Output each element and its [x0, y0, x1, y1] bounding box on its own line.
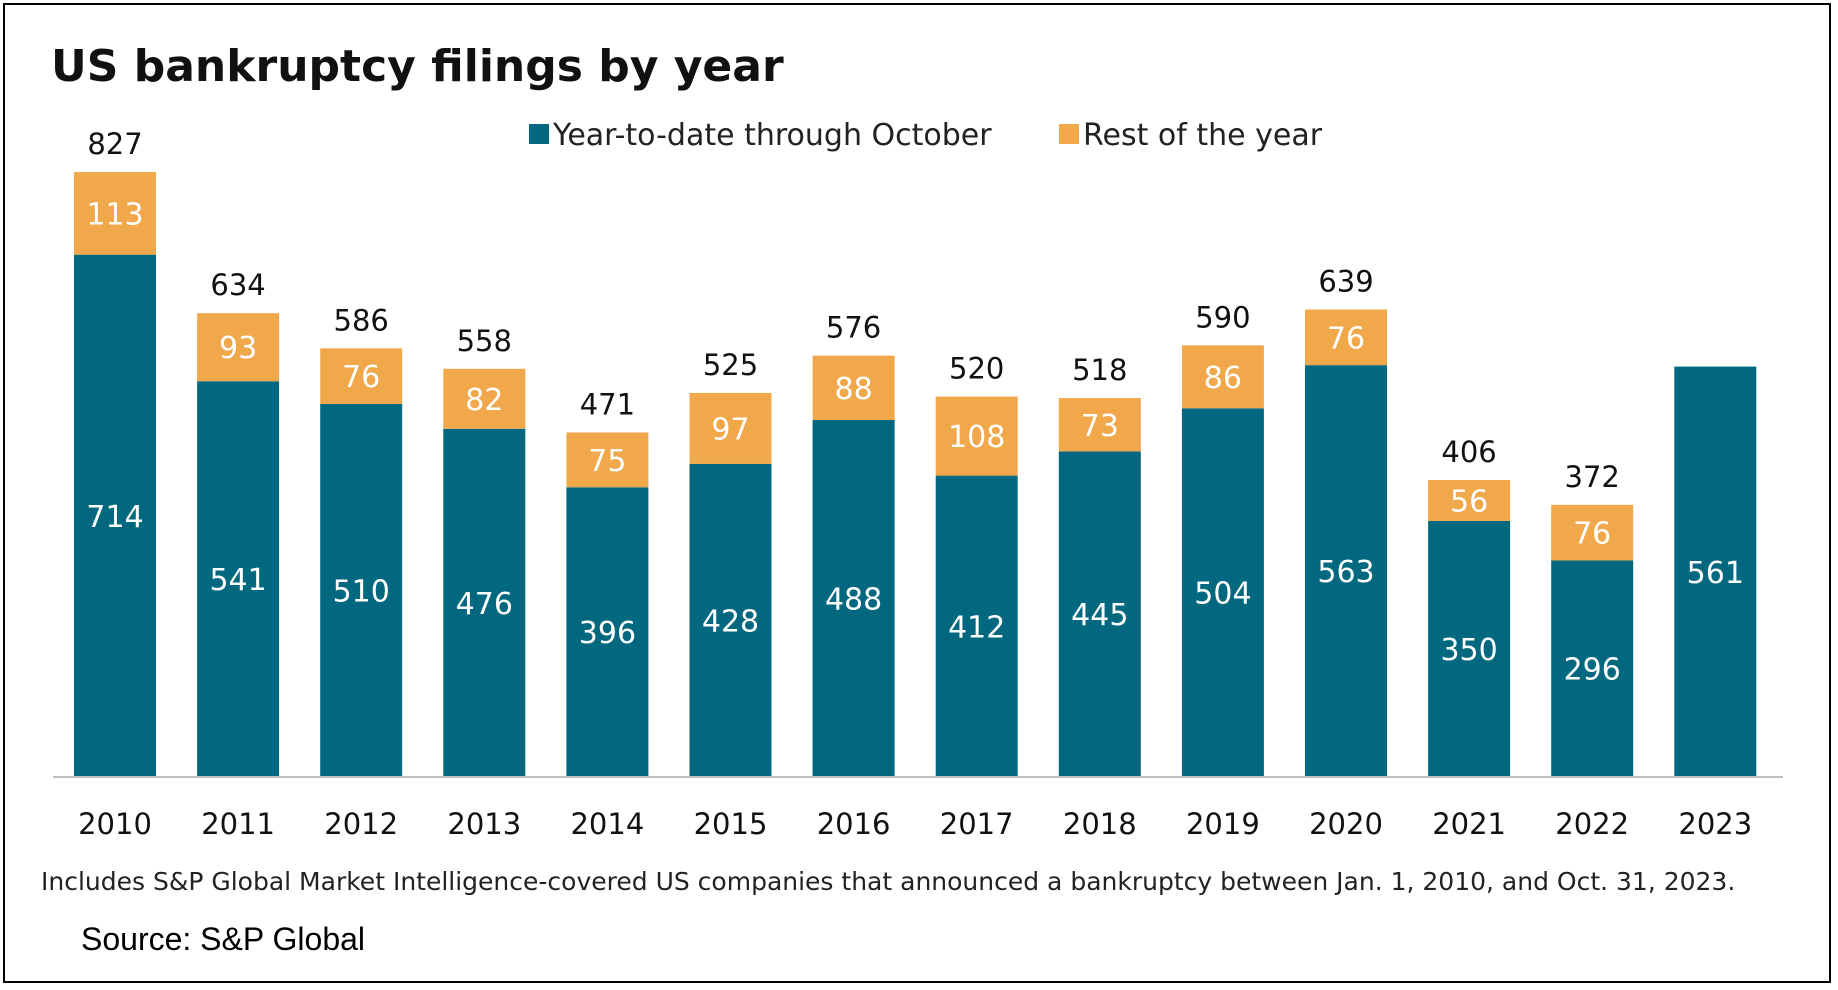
data-label-rest-2017: 108: [948, 420, 1005, 455]
total-label-2011: 634: [210, 268, 265, 302]
x-tick-2015: 2015: [694, 807, 768, 841]
total-label-2017: 520: [949, 352, 1004, 386]
x-axis-ticks: 2010 2011 2012 2013 2014 2015 2016 2017 2018 2019…: [78, 807, 1752, 841]
total-label-2021: 406: [1441, 435, 1496, 469]
bar-ytd-2017: [935, 475, 1018, 777]
bar-rest-2010: [74, 172, 156, 255]
data-label-rest-2018: 73: [1081, 409, 1119, 444]
bar-rest-2011: [197, 313, 280, 382]
total-label-2018: 518: [1072, 353, 1127, 387]
bar-ytd-2022: [1551, 560, 1634, 777]
bar-ytd-2014: [566, 487, 649, 777]
data-label-ytd-2019: 504: [1194, 577, 1251, 612]
bar-ytd-2013: [443, 428, 526, 777]
legend: Year-to-date through October Rest of the …: [529, 118, 1323, 153]
x-tick-2013: 2013: [447, 807, 521, 841]
data-label-ytd-2010: 714: [86, 500, 143, 535]
data-label-ytd-2012: 510: [333, 574, 390, 609]
data-label-rest-2012: 76: [342, 360, 380, 395]
bar-ytd-2010: [74, 254, 156, 777]
data-label-ytd-2014: 396: [579, 616, 636, 651]
total-label-2019: 590: [1195, 300, 1250, 334]
bar-ytd-2012: [320, 403, 403, 777]
bar-ytd-2019: [1181, 408, 1264, 777]
legend-swatch-ytd: [529, 124, 549, 144]
data-label-rest-2013: 82: [465, 383, 503, 418]
data-label-rest-2011: 93: [219, 331, 257, 366]
bar-rest-2016: [812, 355, 895, 420]
x-tick-2020: 2020: [1309, 807, 1383, 841]
bar-ytd-2023: [1674, 366, 1757, 777]
total-label-2015: 525: [703, 348, 758, 382]
data-label-ytd-2018: 445: [1071, 598, 1128, 633]
x-tick-2023: 2023: [1678, 807, 1752, 841]
bar-rest-2022: [1551, 504, 1634, 561]
x-tick-2014: 2014: [570, 807, 644, 841]
data-label-rest-2022: 76: [1573, 517, 1611, 552]
bar-rest-2019: [1181, 345, 1264, 409]
total-label-2020: 639: [1318, 265, 1373, 299]
data-label-ytd-2020: 563: [1317, 555, 1374, 590]
bar-rest-2021: [1428, 479, 1511, 521]
x-tick-2021: 2021: [1432, 807, 1506, 841]
data-label-rest-2016: 88: [835, 372, 873, 407]
data-label-ytd-2022: 296: [1564, 653, 1621, 688]
chart-note: Includes S&P Global Market Intelligence-…: [41, 867, 1735, 896]
data-label-rest-2014: 75: [588, 444, 626, 479]
data-label-rest-2015: 97: [711, 412, 749, 447]
bar-rest-2015: [689, 392, 772, 464]
chart-source: Source: S&P Global: [81, 921, 365, 957]
bar-rest-2020: [1305, 309, 1387, 366]
bar-ytd-2018: [1058, 451, 1141, 777]
total-label-2022: 372: [1565, 460, 1620, 494]
x-tick-2016: 2016: [817, 807, 891, 841]
data-label-ytd-2013: 476: [456, 587, 513, 622]
bar-rest-2017: [935, 396, 1018, 476]
legend-label-ytd: Year-to-date through October: [552, 118, 992, 153]
data-label-rest-2021: 56: [1450, 484, 1488, 519]
data-label-ytd-2021: 350: [1440, 633, 1497, 668]
x-tick-2018: 2018: [1063, 807, 1137, 841]
total-label-2013: 558: [457, 324, 512, 358]
x-tick-2010: 2010: [78, 807, 152, 841]
total-label-2016: 576: [826, 311, 881, 345]
data-label-rest-2010: 113: [86, 197, 143, 232]
x-tick-2017: 2017: [940, 807, 1014, 841]
data-label-ytd-2023: 561: [1687, 556, 1744, 591]
bar-ytd-2016: [812, 419, 895, 777]
data-label-ytd-2015: 428: [702, 604, 759, 639]
x-tick-2022: 2022: [1555, 807, 1629, 841]
chart-title: US bankruptcy filings by year: [51, 41, 784, 92]
legend-swatch-rest: [1059, 124, 1079, 144]
bar-rest-2012: [320, 348, 403, 404]
bar-rest-2018: [1058, 398, 1141, 452]
bar-chart: US bankruptcy filings by year Year-to-da…: [41, 41, 1783, 957]
chart-frame: US bankruptcy filings by year Year-to-da…: [3, 3, 1831, 983]
bar-ytd-2021: [1428, 520, 1511, 777]
total-label-2014: 471: [580, 387, 635, 421]
bars: 714 113 827 541 93 634 510 76 586 476 82 558 396 75 47…: [74, 127, 1757, 777]
total-label-2012: 586: [334, 303, 389, 337]
data-label-rest-2020: 76: [1327, 321, 1365, 356]
data-label-rest-2019: 86: [1204, 361, 1242, 396]
bar-rest-2014: [566, 432, 649, 488]
total-label-2010: 827: [87, 127, 142, 161]
bar-rest-2013: [443, 368, 526, 429]
data-label-ytd-2011: 541: [209, 563, 266, 598]
x-tick-2012: 2012: [324, 807, 398, 841]
bar-ytd-2015: [689, 463, 772, 777]
legend-label-rest: Rest of the year: [1083, 118, 1323, 153]
data-label-ytd-2017: 412: [948, 610, 1005, 645]
bar-ytd-2020: [1305, 365, 1387, 777]
x-tick-2019: 2019: [1186, 807, 1260, 841]
data-label-ytd-2016: 488: [825, 582, 882, 617]
bar-ytd-2011: [197, 381, 280, 777]
x-tick-2011: 2011: [201, 807, 275, 841]
